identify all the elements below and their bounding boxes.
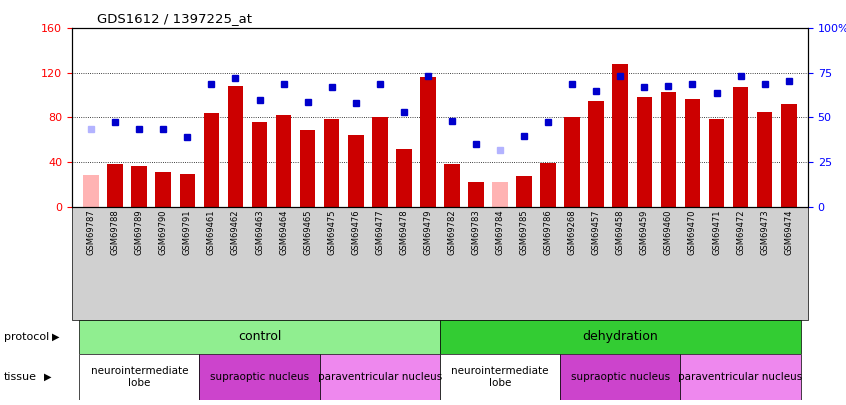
- Bar: [299, 130, 316, 207]
- Bar: [348, 135, 364, 207]
- Bar: [781, 104, 796, 207]
- Bar: [661, 92, 676, 207]
- Bar: [84, 175, 99, 207]
- Bar: [204, 113, 219, 207]
- Text: tissue: tissue: [4, 372, 37, 382]
- Bar: [156, 172, 171, 207]
- Bar: [684, 98, 700, 207]
- Bar: [440, 354, 560, 400]
- Text: ▶: ▶: [44, 372, 52, 382]
- Bar: [320, 354, 440, 400]
- Bar: [252, 122, 267, 207]
- Bar: [560, 354, 680, 400]
- Bar: [324, 119, 339, 207]
- Text: paraventricular nucleus: paraventricular nucleus: [678, 372, 803, 382]
- Text: protocol: protocol: [4, 332, 49, 342]
- Bar: [492, 182, 508, 207]
- Bar: [589, 101, 604, 207]
- Bar: [420, 77, 436, 207]
- Bar: [372, 117, 387, 207]
- Text: neurointermediate
lobe: neurointermediate lobe: [91, 366, 188, 388]
- Text: GDS1612 / 1397225_at: GDS1612 / 1397225_at: [97, 12, 252, 25]
- Bar: [80, 354, 200, 400]
- Text: paraventricular nucleus: paraventricular nucleus: [317, 372, 442, 382]
- Bar: [541, 163, 556, 207]
- Bar: [636, 97, 652, 207]
- Bar: [440, 320, 800, 354]
- Text: supraoptic nucleus: supraoptic nucleus: [210, 372, 309, 382]
- Bar: [131, 166, 147, 207]
- Bar: [80, 320, 440, 354]
- Text: dehydration: dehydration: [582, 330, 658, 343]
- Bar: [179, 174, 195, 207]
- Bar: [107, 164, 123, 207]
- Bar: [516, 177, 532, 207]
- Bar: [757, 112, 772, 207]
- Bar: [733, 87, 749, 207]
- Bar: [680, 354, 800, 400]
- Bar: [613, 64, 628, 207]
- Bar: [444, 164, 459, 207]
- Bar: [276, 115, 291, 207]
- Bar: [228, 86, 244, 207]
- Text: supraoptic nucleus: supraoptic nucleus: [571, 372, 670, 382]
- Bar: [468, 182, 484, 207]
- Bar: [709, 119, 724, 207]
- Text: ▶: ▶: [52, 332, 60, 342]
- Bar: [200, 354, 320, 400]
- Text: neurointermediate
lobe: neurointermediate lobe: [451, 366, 549, 388]
- Bar: [564, 117, 580, 207]
- Bar: [396, 149, 412, 207]
- Text: control: control: [238, 330, 281, 343]
